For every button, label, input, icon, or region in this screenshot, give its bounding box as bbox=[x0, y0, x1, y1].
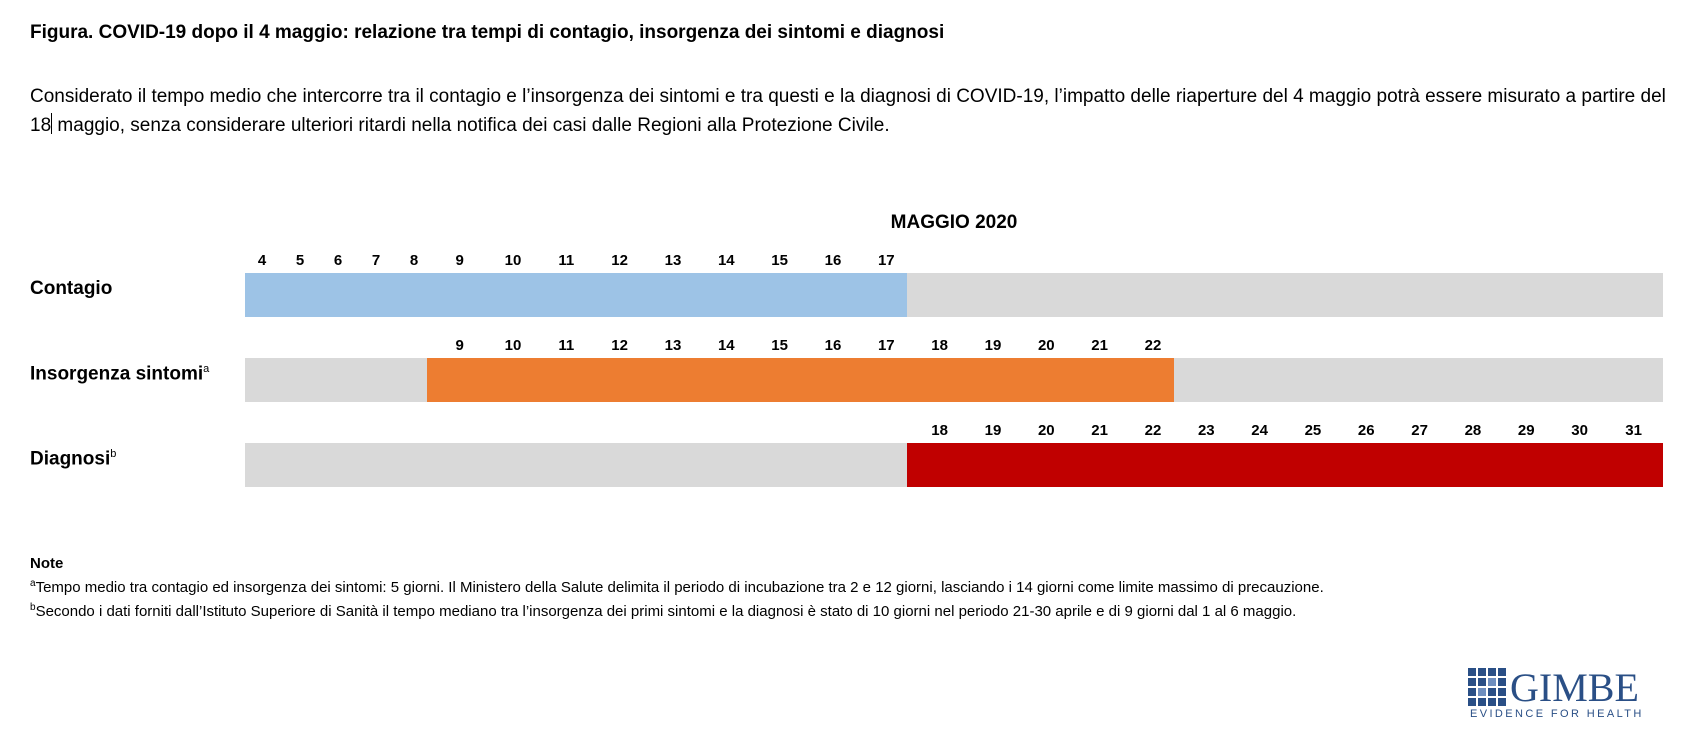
day-number: 29 bbox=[1517, 422, 1535, 439]
day-number: 19 bbox=[984, 337, 1002, 354]
logo-grid-icon bbox=[1468, 668, 1506, 706]
note-a-text: Tempo medio tra contagio ed insorgenza d… bbox=[35, 579, 1324, 596]
day-number: 13 bbox=[664, 252, 682, 269]
day-number: 17 bbox=[877, 337, 895, 354]
day-number: 30 bbox=[1571, 422, 1588, 439]
day-number: 14 bbox=[717, 337, 735, 354]
day-number: 16 bbox=[824, 252, 842, 269]
intro-text-part1: Considerato il tempo medio che intercorr… bbox=[30, 86, 1666, 136]
day-number: 21 bbox=[1091, 422, 1108, 439]
row-label-footnote-marker: a bbox=[203, 363, 210, 375]
row-label-diagnosi: Diagnosib bbox=[30, 448, 116, 470]
day-number: 18 bbox=[931, 422, 948, 439]
day-number: 7 bbox=[371, 252, 381, 269]
day-number: 24 bbox=[1251, 422, 1268, 439]
day-number: 9 bbox=[455, 252, 464, 269]
day-number: 22 bbox=[1144, 422, 1162, 439]
day-number: 15 bbox=[771, 252, 788, 269]
logo-tagline: EVIDENCE FOR HEALTH bbox=[1470, 708, 1644, 720]
day-number: 28 bbox=[1464, 422, 1482, 439]
note-b: bSecondo i dati forniti dall’Istituto Su… bbox=[30, 602, 1296, 620]
day-number: 18 bbox=[931, 337, 948, 354]
day-number: 6 bbox=[333, 252, 343, 269]
text-cursor bbox=[51, 113, 53, 134]
day-number: 20 bbox=[1037, 337, 1055, 354]
day-number: 21 bbox=[1091, 337, 1108, 354]
day-number: 15 bbox=[771, 337, 788, 354]
row-label-text-insorgenza-sintomi: Insorgenza sintomi bbox=[30, 363, 204, 385]
day-number: 31 bbox=[1625, 422, 1642, 439]
month-label: MAGGIO 2020 bbox=[890, 212, 1018, 233]
day-number: 11 bbox=[558, 252, 575, 269]
day-number: 22 bbox=[1144, 337, 1162, 354]
bar-segment-insorgenza-sintomi bbox=[427, 358, 1174, 402]
day-number: 12 bbox=[611, 337, 628, 354]
day-number: 27 bbox=[1411, 422, 1428, 439]
note-b-text: Secondo i dati forniti dall’Istituto Sup… bbox=[35, 603, 1297, 620]
bar-segment-diagnosi bbox=[906, 443, 1663, 487]
day-number: 9 bbox=[455, 337, 464, 354]
row-label-text-diagnosi: Diagnosi bbox=[30, 448, 111, 470]
note-a-marker: a bbox=[30, 578, 36, 589]
day-number: 10 bbox=[504, 252, 522, 269]
day-number: 11 bbox=[558, 337, 575, 354]
day-number: 5 bbox=[295, 252, 305, 269]
day-number: 16 bbox=[824, 337, 842, 354]
logo-name: GIMBE bbox=[1510, 665, 1639, 710]
row-label-contagio: Contagio bbox=[30, 278, 112, 300]
note-a: aTempo medio tra contagio ed insorgenza … bbox=[30, 578, 1324, 596]
day-number: 13 bbox=[664, 337, 682, 354]
note-b-marker: b bbox=[30, 602, 36, 613]
day-number: 14 bbox=[717, 252, 735, 269]
row-label-insorgenza-sintomi: Insorgenza sintomia bbox=[30, 363, 209, 385]
day-number: 8 bbox=[409, 252, 419, 269]
row-label-footnote-marker: b bbox=[110, 448, 117, 460]
intro-paragraph: Considerato il tempo medio che intercorr… bbox=[30, 82, 1670, 140]
figure-title: Figura. COVID-19 dopo il 4 maggio: relaz… bbox=[30, 22, 945, 43]
day-number: 26 bbox=[1357, 422, 1375, 439]
gimbe-logo: GIMBE EVIDENCE FOR HEALTH bbox=[1468, 665, 1641, 720]
day-number: 20 bbox=[1037, 422, 1055, 439]
day-number: 23 bbox=[1197, 422, 1215, 439]
day-number: 19 bbox=[984, 422, 1002, 439]
day-number: 10 bbox=[504, 337, 522, 354]
day-number: 17 bbox=[877, 252, 895, 269]
day-number: 12 bbox=[611, 252, 628, 269]
day-number: 25 bbox=[1304, 422, 1322, 439]
notes-title: Note bbox=[30, 555, 64, 572]
row-label-text-contagio: Contagio bbox=[30, 278, 113, 299]
day-number: 4 bbox=[257, 252, 267, 269]
bar-segment-contagio bbox=[245, 273, 907, 317]
intro-text-part2: maggio, senza considerare ulteriori rita… bbox=[52, 115, 890, 136]
